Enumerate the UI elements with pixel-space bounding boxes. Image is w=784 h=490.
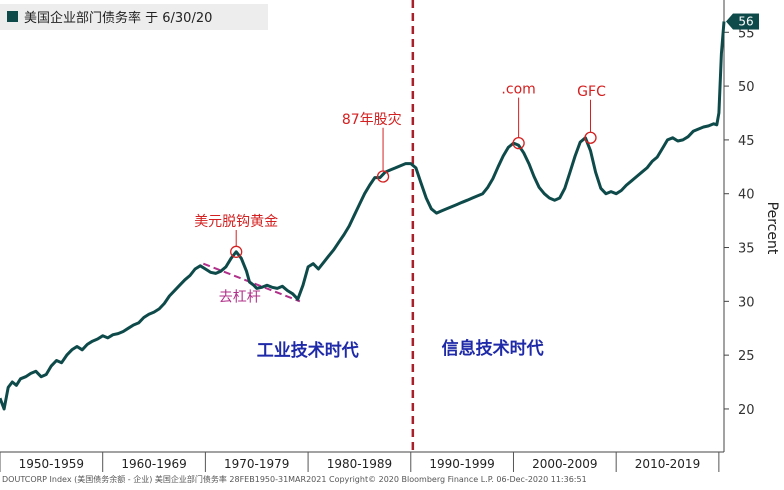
title-box (0, 4, 268, 30)
last-value-label: 56 (738, 15, 753, 29)
y-tick-label-30: 30 (738, 295, 755, 310)
x-axis-ticks: 1950-1959 1960-1969 1970-1979 1980-1989 1990… (0, 452, 720, 472)
deleverage-trend-line (202, 262, 301, 303)
chart-title: 美国企业部门债务率 于 6/30/20 (24, 10, 212, 26)
annotation-label-0: 美元脱钩黄金 (194, 213, 278, 230)
last-value-marker: 56 (726, 13, 759, 30)
deleverage-label: 去杠杆 (219, 289, 261, 305)
y-tick-label-25: 25 (738, 349, 755, 364)
x-tick-label-1990: 1990-1999 (429, 457, 494, 471)
annotation-label-3: GFC (577, 84, 606, 100)
annotation-label-1: 87年股灾 (342, 111, 402, 128)
y-tick-label-55: 55 (738, 26, 755, 41)
x-tick-label-1950: 1950-1959 (19, 457, 84, 471)
era-label-industrial: 工业技术时代 (257, 340, 359, 361)
y-axis-label: Percent (764, 202, 780, 255)
x-tick-label-2000: 2000-2009 (532, 457, 597, 471)
x-tick-label-1960: 1960-1969 (121, 457, 186, 471)
footer-source: DOUTCORP Index (美国债务余额 - 企业) 美国企业部门债务率 2… (2, 474, 587, 484)
era-label-information: 信息技术时代 (442, 338, 544, 359)
last-value-box (733, 13, 759, 30)
y-axis-ticks: 20 25 30 35 40 45 50 55 (724, 26, 755, 418)
y-tick-label-45: 45 (738, 134, 755, 149)
last-value-arrow (726, 13, 733, 30)
annotations: 美元脱钩黄金 87年股灾 .com GFC (194, 82, 606, 258)
annotation-label-2: .com (501, 82, 535, 98)
y-tick-label-20: 20 (738, 403, 755, 418)
legend-swatch (7, 11, 18, 22)
x-tick-label-1970: 1970-1979 (224, 457, 289, 471)
y-tick-label-40: 40 (738, 188, 755, 203)
x-tick-label-2010: 2010-2019 (635, 457, 700, 471)
y-tick-label-50: 50 (738, 80, 755, 95)
series-line-debt-ratio (0, 21, 726, 411)
x-tick-label-1980: 1980-1989 (327, 457, 392, 471)
y-tick-label-35: 35 (738, 242, 755, 257)
